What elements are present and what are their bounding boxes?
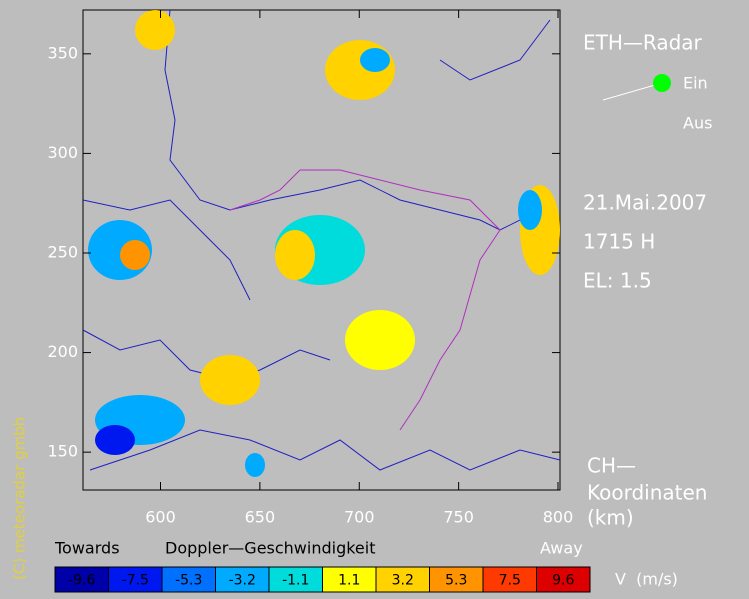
colorbar-cell bbox=[215, 566, 270, 593]
colorbar-value: 1.1 bbox=[338, 573, 360, 589]
copyright: (C) meteoradar gmbh bbox=[11, 417, 29, 580]
x-tick-label: 600 bbox=[145, 508, 176, 527]
river-line bbox=[82, 199, 251, 301]
colorbar-value: 3.2 bbox=[392, 573, 414, 589]
colorbar-cell bbox=[482, 566, 537, 593]
coord-label: (km) bbox=[587, 506, 634, 530]
river-line bbox=[89, 429, 561, 471]
colorbar-value: 9.6 bbox=[552, 573, 574, 589]
echo bbox=[200, 355, 260, 405]
echo bbox=[518, 190, 542, 230]
echoes bbox=[88, 10, 560, 477]
river-line bbox=[439, 19, 551, 81]
echo bbox=[360, 48, 390, 72]
coord-label: CH— bbox=[587, 454, 636, 478]
echo bbox=[135, 10, 175, 50]
echo bbox=[120, 240, 150, 270]
echo bbox=[275, 230, 315, 280]
colorbar-unit: V (m/s) bbox=[615, 570, 678, 589]
colorbar-cell bbox=[108, 566, 163, 593]
colorbar-value: -5.3 bbox=[175, 573, 202, 589]
colorbar-left-label: Towards bbox=[54, 539, 120, 558]
colorbar-cell bbox=[268, 566, 323, 593]
y-tick-label: 200 bbox=[47, 342, 78, 361]
echo bbox=[245, 453, 265, 477]
y-tick-label: 150 bbox=[47, 442, 78, 461]
border-line bbox=[164, 9, 541, 231]
echo bbox=[345, 310, 415, 370]
colorbar-cell bbox=[161, 566, 216, 593]
switch-off: Aus bbox=[683, 114, 712, 133]
echo bbox=[325, 40, 395, 100]
colorbar-cell bbox=[429, 566, 484, 593]
x-tick-label: 750 bbox=[443, 508, 474, 527]
colorbar-title: Doppler—Geschwindigkeit bbox=[165, 539, 376, 558]
x-tick-label: 700 bbox=[344, 508, 375, 527]
switch-on: Ein bbox=[683, 74, 708, 93]
x-tick-label: 650 bbox=[245, 508, 276, 527]
y-tick-label: 300 bbox=[47, 143, 78, 162]
colorbar-value: 5.3 bbox=[445, 573, 467, 589]
country-border bbox=[229, 169, 501, 431]
colorbar-value: -9.6 bbox=[68, 573, 95, 589]
colorbar-value: 7.5 bbox=[499, 573, 521, 589]
coord-label: Koordinaten bbox=[587, 481, 707, 505]
colorbar-cell bbox=[375, 566, 430, 593]
switch-indicator bbox=[653, 74, 671, 92]
colorbar-value: -3.2 bbox=[229, 573, 256, 589]
date: 21.Mai.2007 bbox=[583, 191, 707, 215]
y-tick-label: 350 bbox=[47, 43, 78, 62]
colorbar-right-label: Away bbox=[540, 539, 583, 558]
radar-title: ETH—Radar bbox=[583, 31, 703, 55]
colorbar-cell bbox=[322, 566, 377, 593]
elevation: EL: 1.5 bbox=[583, 269, 652, 293]
colorbar-cell bbox=[536, 566, 591, 593]
colorbar-value: -7.5 bbox=[122, 573, 149, 589]
time: 1715 H bbox=[583, 230, 655, 254]
echo bbox=[95, 425, 135, 455]
switch-pointer bbox=[602, 84, 656, 101]
colorbar-value: -1.1 bbox=[282, 573, 309, 589]
y-tick-label: 250 bbox=[47, 242, 78, 261]
x-tick-label: 800 bbox=[543, 508, 574, 527]
